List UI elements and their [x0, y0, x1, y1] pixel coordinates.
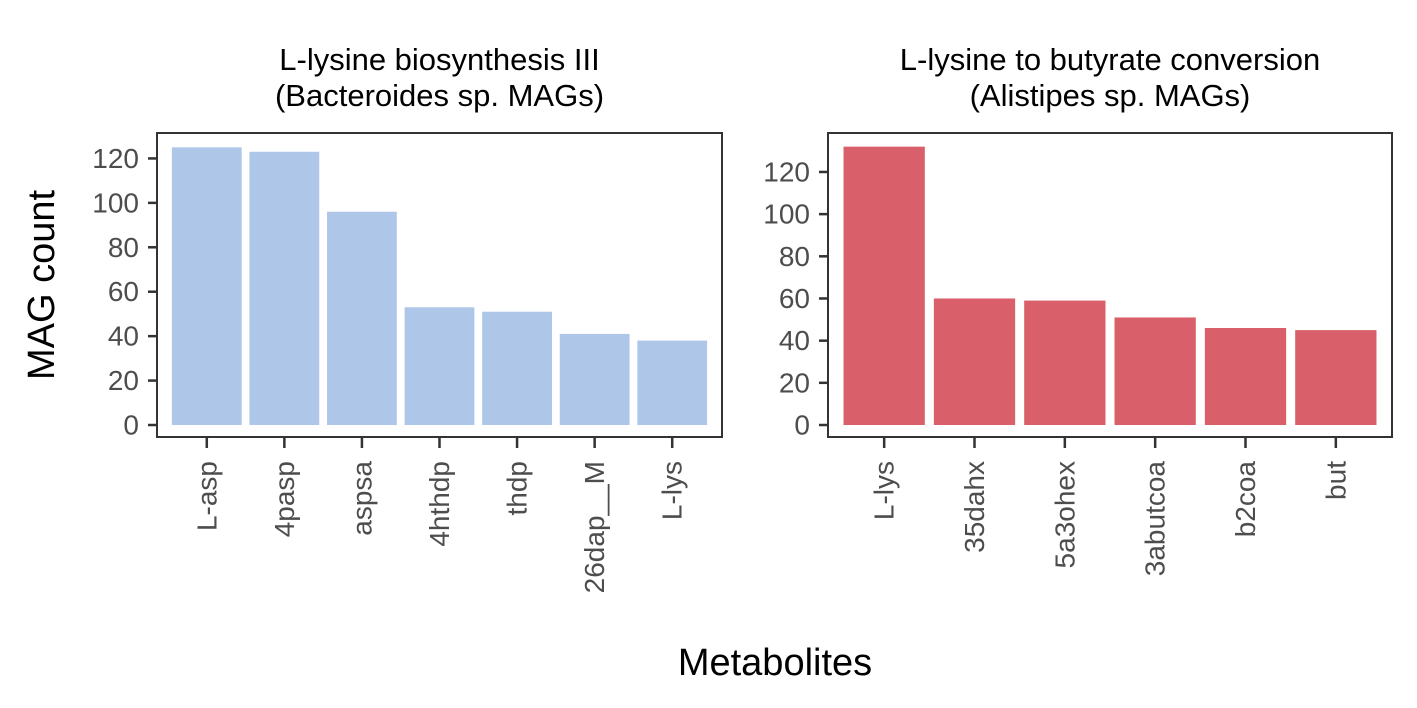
bar [933, 298, 1016, 425]
x-tick-label: L-lys [869, 461, 900, 520]
x-tick-label: b2coa [1230, 461, 1261, 538]
panel-border [827, 132, 1393, 438]
y-tick-label: 120 [763, 156, 810, 187]
x-tick-label: 4pasp [269, 461, 300, 537]
bar [1204, 328, 1287, 425]
x-tick-label: 4hthdp [424, 461, 455, 547]
x-tick-label: but [1320, 461, 1351, 500]
y-tick-label: 80 [779, 241, 810, 272]
bar [249, 151, 320, 425]
bar [559, 333, 630, 425]
x-tick-label: thdp [502, 461, 533, 516]
bar [171, 147, 242, 425]
y-tick-label: 120 [92, 143, 139, 174]
y-tick-label: 100 [763, 199, 810, 230]
x-tick-label: L-lys [657, 461, 688, 520]
panel-title-line: (Bacteroides sp. MAGs) [275, 78, 604, 113]
bar [1295, 330, 1377, 425]
x-tick-label: L-asp [191, 461, 222, 531]
y-tick-label: 80 [108, 232, 139, 263]
bar [404, 307, 475, 425]
chart-panel-2: L-lysine to butyrate conversion (Alistipe… [763, 42, 1393, 577]
bar [843, 146, 925, 425]
panel-title: L-lysine biosynthesis III (Bacteroides sp… [275, 42, 604, 113]
y-tick-label: 60 [779, 283, 810, 314]
chart-panel-1: L-lysine biosynthesis III (Bacteroides sp… [92, 42, 723, 593]
bar [1024, 300, 1106, 425]
x-axis-title: Metabolites [678, 642, 872, 684]
y-tick-label: 0 [123, 410, 139, 441]
panel-title-line: L-lysine to butyrate conversion [900, 42, 1320, 77]
y-tick-label: 20 [108, 365, 139, 396]
panel-title-line: L-lysine biosynthesis III [279, 42, 599, 77]
x-tick-label: 3abutcoa [1140, 461, 1171, 577]
bar [637, 340, 708, 425]
x-tick-label: aspsa [346, 461, 377, 536]
y-tick-label: 40 [779, 325, 810, 356]
panel-title-line: (Alistipes sp. MAGs) [970, 78, 1251, 113]
y-tick-label: 60 [108, 276, 139, 307]
y-axis-title: MAG count [21, 190, 63, 381]
bar [1114, 317, 1196, 425]
panel-title: L-lysine to butyrate conversion (Alistipe… [900, 42, 1320, 113]
y-tick-label: 0 [794, 410, 810, 441]
y-tick-label: 40 [108, 321, 139, 352]
x-tick-label: 5a3ohex [1049, 461, 1080, 568]
y-tick-label: 20 [779, 367, 810, 398]
y-tick-label: 100 [92, 187, 139, 218]
panels: L-lysine biosynthesis III (Bacteroides sp… [92, 42, 1393, 593]
bar [482, 311, 552, 425]
x-tick-label: 35dahx [959, 461, 990, 553]
bar [327, 211, 397, 425]
x-tick-label: 26dap__M [579, 461, 610, 593]
